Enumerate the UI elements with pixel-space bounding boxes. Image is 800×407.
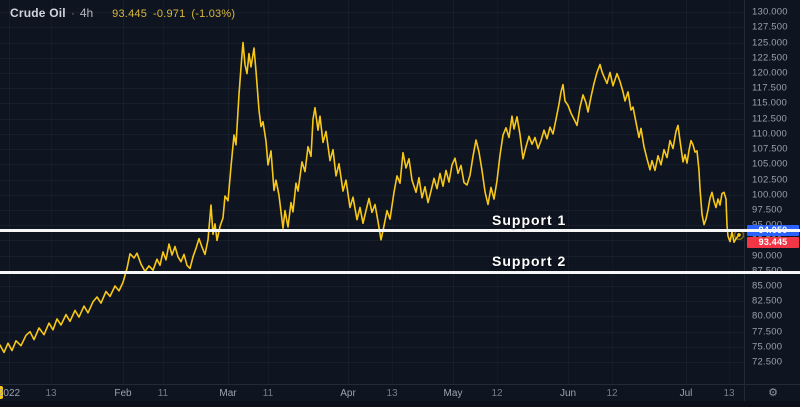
last-value: 93.445: [112, 8, 148, 20]
grid-line: [0, 88, 744, 90]
grid-line: [0, 346, 744, 348]
change-percent: (-1.03%): [191, 8, 236, 20]
time-tick-label: 2022: [0, 388, 21, 399]
grid-line: [0, 118, 744, 120]
time-tick-label: 11: [262, 388, 274, 399]
price-line-chart: [0, 41, 744, 354]
price-tick-label: 97.500: [752, 204, 783, 216]
time-tick-label: 13: [386, 388, 398, 399]
time-axis[interactable]: 2022 13 Feb 11 Mar 11 Apr 13 May 12 Jun 12 Jul 13: [0, 384, 744, 401]
time-tick-label: Apr: [340, 388, 356, 399]
price-tick-label: 127.500: [752, 21, 788, 33]
grid-line: [0, 103, 744, 105]
support-1-label[interactable]: Support 1: [492, 211, 567, 228]
grid-line: [123, 0, 124, 384]
grid-line: [0, 149, 744, 151]
grid-line: [0, 164, 744, 166]
interval-label[interactable]: 4h: [79, 6, 94, 20]
price-tick-label: 75.000: [752, 341, 783, 353]
grid-line: [0, 42, 744, 44]
support-2-label[interactable]: Support 2: [492, 253, 567, 270]
price-tick-label: 122.500: [752, 52, 788, 64]
time-tick-label: 12: [491, 388, 503, 399]
title-separator: ·: [70, 6, 75, 20]
price-tick-label: 100.000: [752, 189, 788, 201]
price-chart-pane[interactable]: [0, 0, 744, 384]
grid-line: [9, 0, 10, 384]
time-tick-label: 12: [606, 388, 618, 399]
grid-line: [0, 255, 744, 257]
time-tick-label: Feb: [114, 388, 132, 399]
price-tick-label: 125.000: [752, 37, 788, 49]
symbol-title[interactable]: Crude Oil: [10, 6, 66, 20]
grid-line: [568, 0, 569, 384]
price-tick-label: 90.000: [752, 250, 783, 262]
grid-line: [0, 179, 744, 181]
last-price-badge: 93.445: [747, 236, 799, 248]
price-tick-label: 102.500: [752, 174, 788, 186]
time-tick-label: Jun: [559, 388, 577, 399]
time-tick-label: Mar: [219, 388, 237, 399]
time-tick-label: 13: [45, 388, 57, 399]
time-tick-label: May: [443, 388, 463, 399]
price-tick-label: 85.000: [752, 280, 783, 292]
time-tick-label: 11: [157, 388, 169, 399]
grid-line: [0, 194, 744, 196]
price-tick-label: 112.500: [752, 113, 788, 125]
axis-settings-corner: ⚙: [744, 384, 800, 401]
grid-line: [0, 301, 744, 303]
series-start-marker: [0, 386, 3, 399]
price-tick-label: 72.500: [752, 356, 783, 368]
price-tick-label: 110.000: [752, 128, 788, 140]
price-tick-label: 95.000: [752, 220, 782, 231]
price-change-readout: 93.445 -0.971 (-1.03%): [112, 8, 235, 20]
price-tick-label: 117.500: [752, 82, 788, 94]
grid-line: [0, 331, 744, 333]
price-tick-label: 80.000: [752, 310, 783, 322]
grid-line: [0, 57, 744, 59]
grid-line: [0, 286, 744, 288]
settings-gear-icon[interactable]: ⚙: [768, 386, 778, 399]
grid-line: [0, 73, 744, 75]
grid-line: [0, 12, 744, 14]
grid-line: [0, 133, 744, 135]
grid-line: [0, 27, 744, 29]
time-tick-label: Jul: [679, 388, 693, 399]
grid-line: [453, 0, 454, 384]
price-axis[interactable]: 94.050 93.445 130.000127.500125.000122.5…: [744, 0, 800, 384]
price-tick-label: 107.500: [752, 143, 788, 155]
support-line-1[interactable]: [0, 229, 800, 233]
price-tick-label: 82.500: [752, 295, 783, 307]
grid-line: [0, 316, 744, 318]
grid-line: [0, 225, 744, 227]
price-tick-label: 77.500: [752, 326, 783, 338]
grid-line: [686, 0, 687, 384]
grid-line: [0, 240, 744, 242]
time-tick-label: 13: [723, 388, 735, 399]
price-tick-label: 105.000: [752, 158, 788, 170]
bottom-strip: [0, 400, 800, 407]
price-tick-label: 87.500: [752, 265, 782, 276]
symbol-header: Crude Oil · 4h 93.445 -0.971 (-1.03%): [10, 6, 235, 20]
change-value: -0.971: [153, 8, 186, 20]
support-line-2[interactable]: [0, 270, 800, 274]
grid-line: [0, 362, 744, 364]
price-tick-label: 115.000: [752, 97, 788, 109]
price-tick-label: 120.000: [752, 67, 788, 79]
price-tick-label: 130.000: [752, 6, 788, 18]
